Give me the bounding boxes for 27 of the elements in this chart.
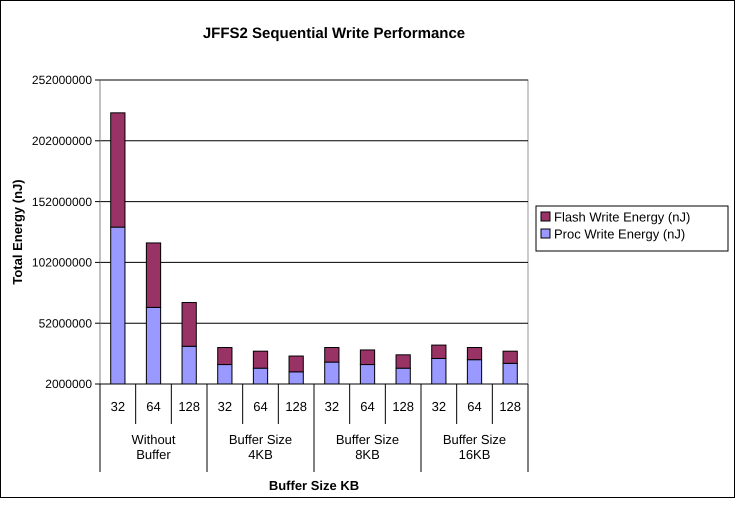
x-tick-label: 128 <box>178 399 200 414</box>
x-tick-label: 128 <box>285 399 308 414</box>
text: Buffer Size 4KB <box>228 432 292 462</box>
y-tick-label: 152000000 <box>32 194 92 209</box>
legend-label: Proc Write Energy (nJ) <box>554 226 686 242</box>
x-tick-label: 64 <box>253 399 268 414</box>
text: Without Buffer <box>131 432 176 462</box>
x-tick-label: 64 <box>146 399 161 414</box>
x-tick-label: 32 <box>324 399 340 414</box>
y-tick-label: 202000000 <box>32 134 92 148</box>
x-axis-title: Buffer Size KB <box>268 478 360 493</box>
y-axis-title: Total Energy (nJ) <box>10 179 25 285</box>
y-tick-label: 52000000 <box>38 316 92 330</box>
text: Buffer Size 16KB <box>442 432 506 462</box>
y-tick-label: 252000000 <box>32 73 92 88</box>
legend-label: Flash Write Energy (nJ) <box>554 210 690 225</box>
y-tick-label: 2000000 <box>45 377 92 392</box>
y-tick-label: 102000000 <box>32 256 92 270</box>
x-tick-label: 128 <box>392 399 414 414</box>
chart-title: JFFS2 Sequential Write Performance <box>202 25 466 42</box>
text: Buffer Size 8KB <box>336 432 400 462</box>
x-tick-label: 128 <box>499 399 522 414</box>
x-tick-label: 32 <box>218 399 232 414</box>
x-tick-label: 64 <box>467 399 482 414</box>
x-tick-label: 32 <box>110 399 126 414</box>
x-tick-label: 64 <box>360 399 375 414</box>
x-tick-label: 32 <box>432 399 446 414</box>
